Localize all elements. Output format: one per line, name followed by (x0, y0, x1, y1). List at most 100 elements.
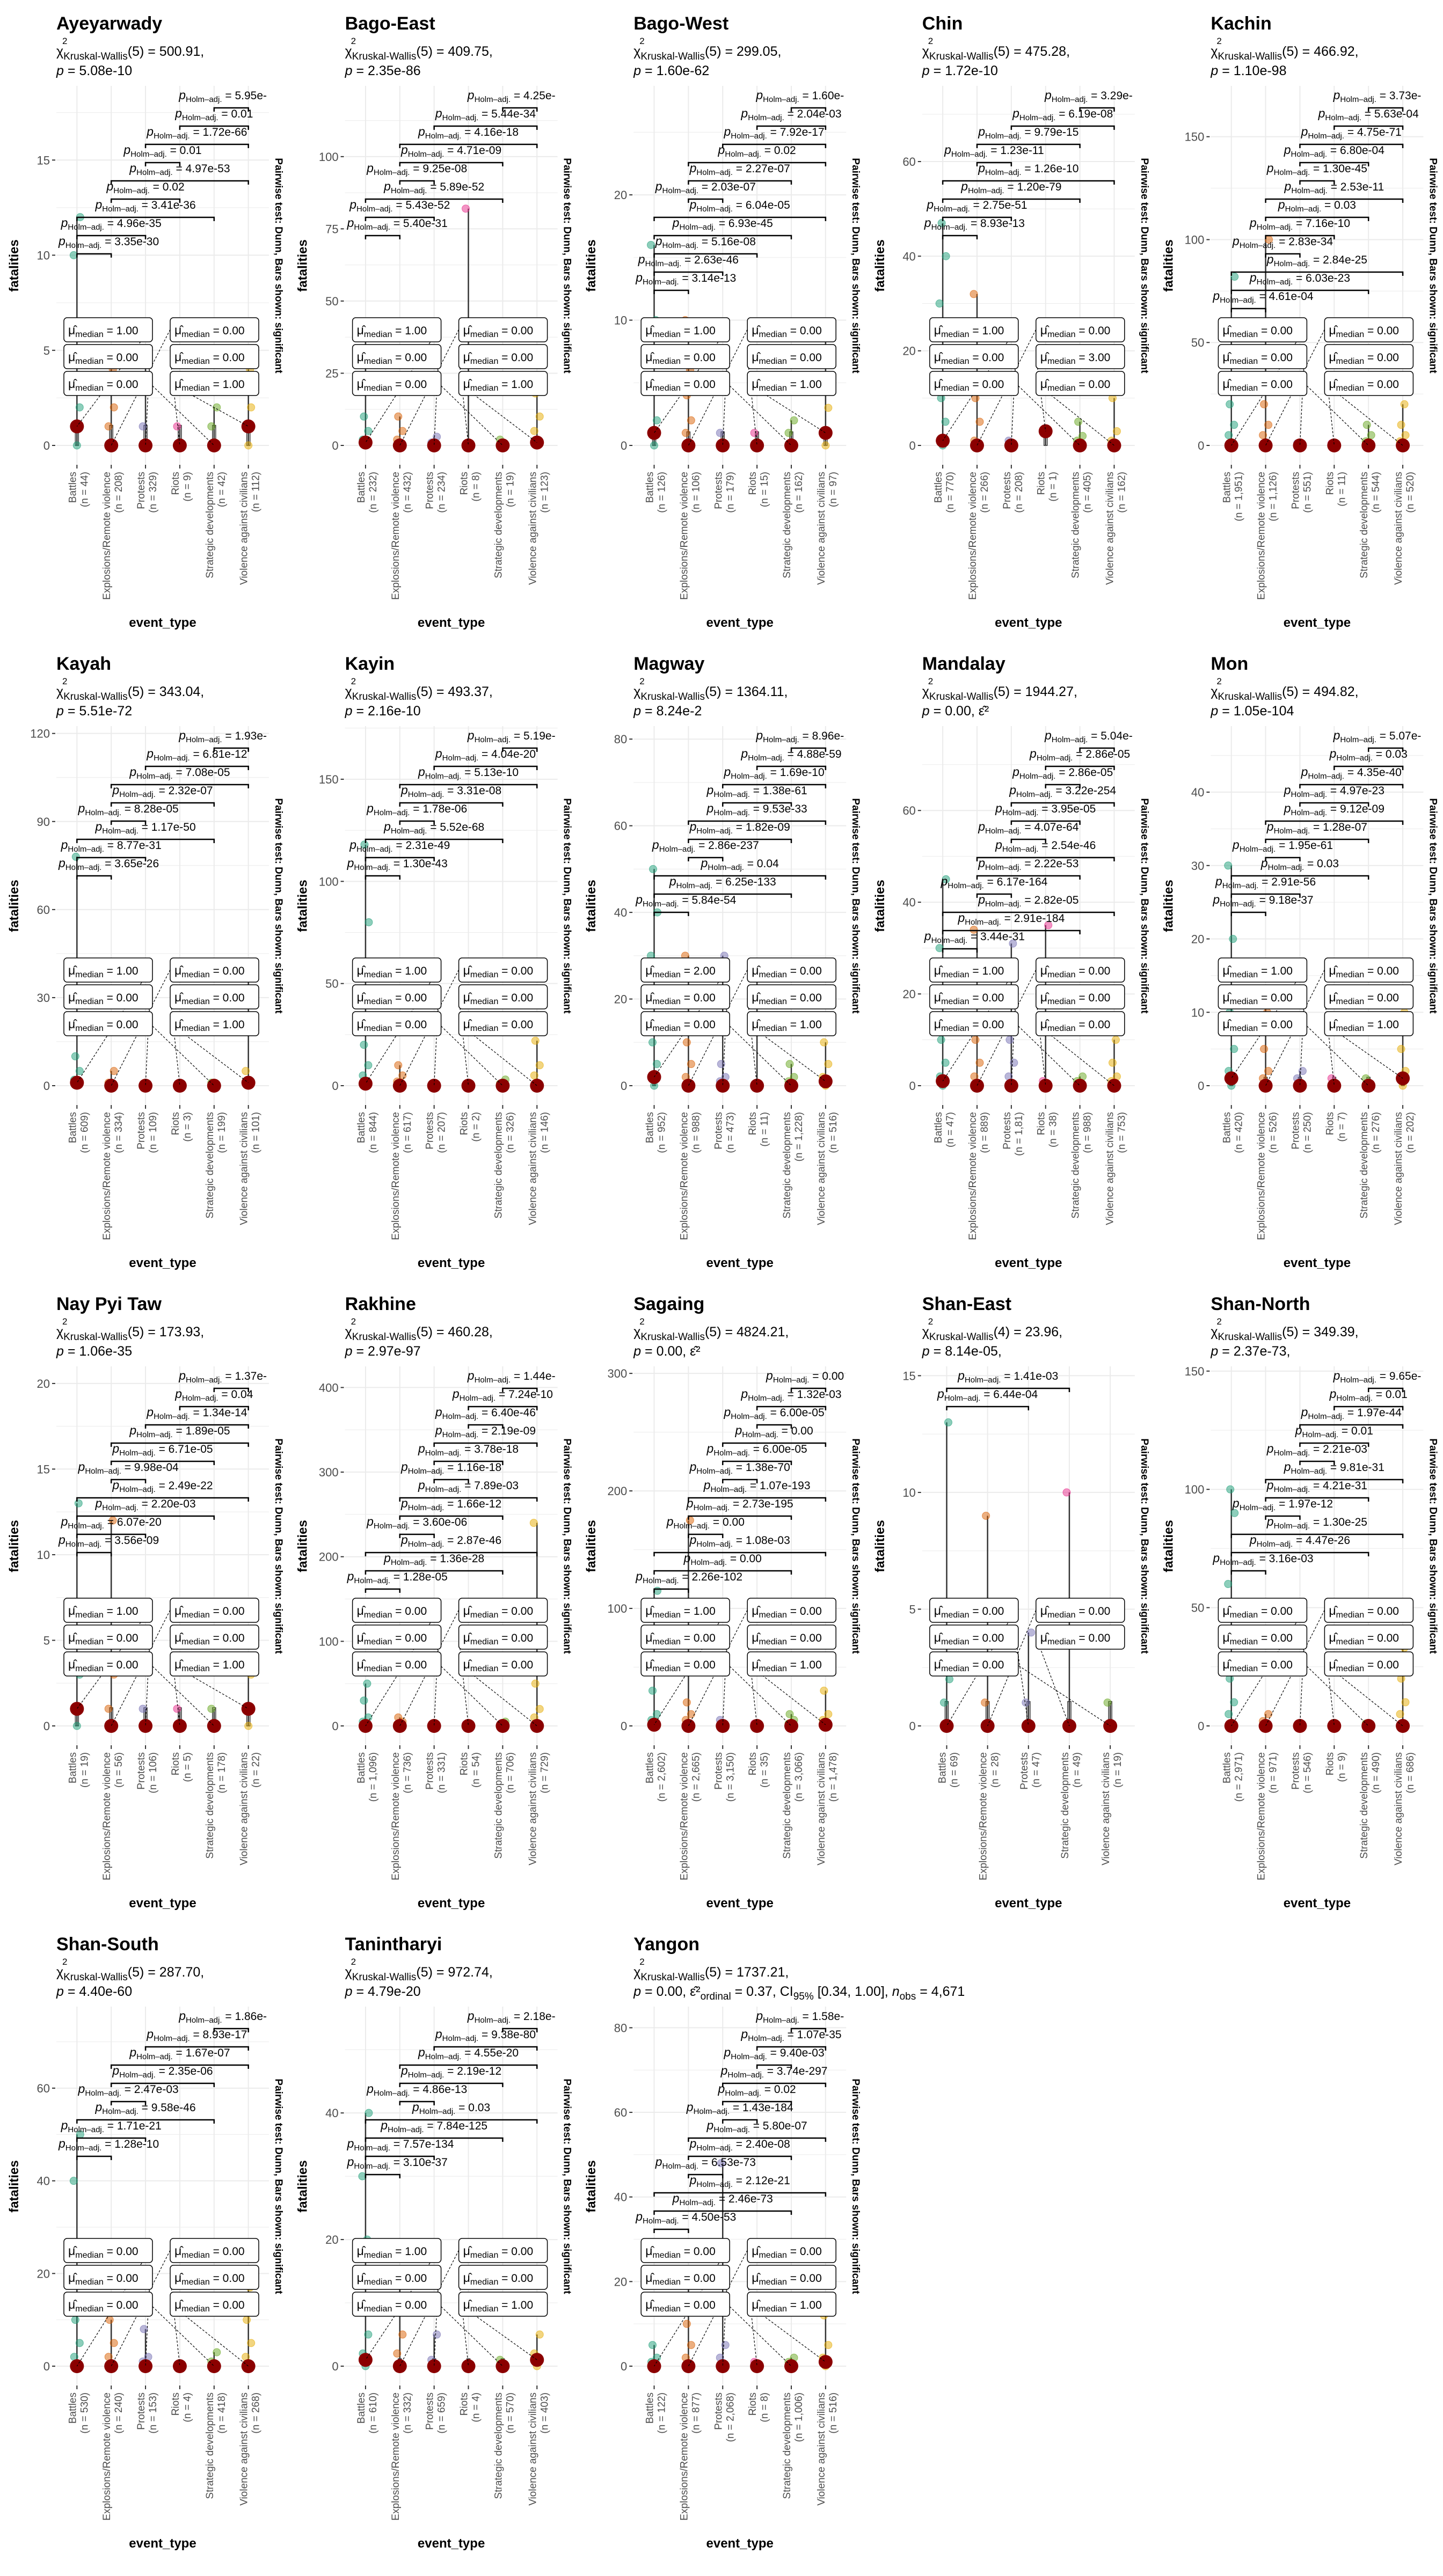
pairwise-caption: Pairwise test: Dunn, Bars shown: signifi… (1427, 158, 1438, 374)
p-symbol: p (435, 1405, 442, 1419)
median-label-box (170, 1651, 259, 1677)
data-point (1226, 400, 1234, 408)
median-label-box (63, 984, 153, 1009)
group-n-label: (n = 97) (828, 472, 839, 507)
significance-bracket (110, 784, 249, 788)
pairwise-p-label: pHolm–adj. = 2.32e-07 (112, 783, 213, 799)
p-value: = 8.28e-05 (121, 803, 179, 815)
median-label-text: μ̂median = 0.00 (357, 990, 427, 1006)
median-leader-line (1324, 356, 1335, 446)
significance-bracket (653, 253, 758, 258)
pairwise-p-label: pHolm–adj. = 4.86e-13 (366, 2082, 467, 2098)
grid (56, 726, 269, 1104)
grid (345, 2007, 558, 2385)
p-symbol: p (1212, 289, 1220, 303)
median-value: = 0.00 (970, 1605, 1004, 1618)
mu-hat-symbol: μ̂ (752, 350, 761, 364)
grid (56, 86, 269, 464)
median-value: = 0.00 (392, 2299, 427, 2311)
median-label-4: μ̂median = 0.00 (1036, 1624, 1125, 1726)
pairwise-comparisons: pHolm–adj. = 1.86e-pHolm–adj. = 8.93e-17… (58, 2009, 267, 2160)
data-point (824, 1060, 833, 1069)
pairwise-p-label: pHolm–adj. = 2.63e-46 (638, 252, 739, 268)
x-tick-label: Battles (67, 2392, 78, 2424)
x-tick-label: Protests (136, 2392, 147, 2430)
median-leader-line (1324, 1636, 1335, 1726)
median-subscript: median (1047, 357, 1075, 366)
median-label-text: μ̂median = 0.00 (1222, 990, 1293, 1006)
mu-hat-symbol: μ̂ (174, 1657, 184, 1671)
median-label-box (1218, 984, 1308, 1009)
group-n-label: (n = 490) (1371, 1752, 1382, 1794)
data-point (1397, 1045, 1405, 1053)
p-symbol: p (174, 106, 182, 120)
y-tick-label: 200 (319, 1550, 339, 1564)
p-value: = 3.56e-09 (101, 1534, 159, 1547)
data-point (74, 1499, 83, 1507)
group-n-label: (n = 106) (148, 1752, 159, 1794)
median-label-text: μ̂median = 1.00 (1329, 1017, 1399, 1033)
p-symbol: p (435, 1423, 442, 1437)
p-value: = 5.40e-31 (390, 217, 448, 230)
significance-bracket (722, 1460, 792, 1465)
significance-bracket (144, 162, 181, 166)
significance-bracket (1045, 784, 1081, 788)
data-point (1260, 400, 1269, 408)
group-n-label: (n = 952) (657, 1112, 668, 1153)
p-value: = 2.35e-86 (353, 63, 421, 78)
median-leader-line (1299, 1636, 1304, 1726)
median-label-5: μ̂median = 0.00 (63, 371, 215, 446)
x-tick-label: Battles (645, 1112, 656, 1143)
p-symbol: p (755, 88, 763, 102)
mu-hat-symbol: μ̂ (645, 2271, 654, 2285)
data-point (110, 403, 118, 412)
median-label-text: μ̂median = 1.00 (752, 1017, 822, 1033)
significance-bracket (365, 875, 401, 880)
p-adjust-subscript: Holm–adj. (425, 2052, 462, 2061)
chi-symbol: χ (633, 1324, 640, 1340)
mu-hat-symbol: μ̂ (1222, 963, 1231, 977)
median-label-5: μ̂median = 0.00 (640, 1651, 792, 1726)
significance-bracket (1230, 308, 1266, 312)
mu-hat-symbol: μ̂ (934, 963, 943, 977)
median-label-box (458, 957, 548, 983)
data-point (360, 412, 368, 421)
median-label-text: μ̂median = 0.00 (645, 2271, 716, 2287)
y-tick-label: 15 (37, 153, 50, 167)
p-adjust-subscript: Holm–adj. (931, 223, 968, 232)
median-label-1: μ̂median = 1.00 (352, 957, 442, 1084)
p-value: = 2.54e-46 (1038, 839, 1096, 852)
mu-hat-symbol: μ̂ (357, 1604, 366, 1618)
x-tick-label: Riots (747, 1112, 759, 1135)
data-point (104, 422, 113, 431)
p-symbol: p (720, 2063, 728, 2077)
p-value: = 1.60e-62 (641, 63, 709, 78)
median-label-5: μ̂median = 0.00 (640, 2292, 792, 2367)
median-label-text: μ̂median = 0.00 (1040, 1604, 1111, 1620)
group-n-label: (n = 331) (436, 1752, 448, 1794)
data-point (648, 1038, 657, 1046)
mu-hat-symbol: μ̂ (1040, 990, 1050, 1004)
significance-bracket (653, 875, 827, 880)
pairwise-p-label: pHolm–adj. = 1.36e-28 (383, 1551, 484, 1567)
y-tick-label: 0 (621, 439, 627, 452)
p-value: = 0.00, (641, 1344, 690, 1359)
pairwise-p-label: pHolm–adj. = 7.24e-10 (452, 1387, 553, 1403)
y-tick-label: 50 (325, 295, 338, 308)
significance-bracket (1230, 289, 1369, 294)
pairwise-p-label: pHolm–adj. = 2.49e-22 (112, 1478, 213, 1494)
significance-bracket (144, 765, 249, 770)
mu-hat-symbol: μ̂ (645, 2244, 654, 2258)
pairwise-p-label: pHolm–adj. = 2.27e-07 (689, 161, 790, 177)
median-value: = 0.00 (498, 2272, 533, 2285)
test-name: Kruskal-Wallis (352, 691, 417, 702)
plot-area (647, 1516, 833, 1733)
x-tick-label: Explosions/Remote violence (679, 1752, 690, 1880)
median-label-6: μ̂median = 1.00 (1324, 1011, 1414, 1079)
median-label-text: μ̂median = 0.00 (1040, 1017, 1111, 1033)
pairwise-p-label: pHolm–adj. = 1.95e-61 (1232, 838, 1333, 854)
grid (633, 86, 847, 464)
p-symbol: p (1215, 874, 1222, 888)
significance-bracket (756, 765, 827, 770)
